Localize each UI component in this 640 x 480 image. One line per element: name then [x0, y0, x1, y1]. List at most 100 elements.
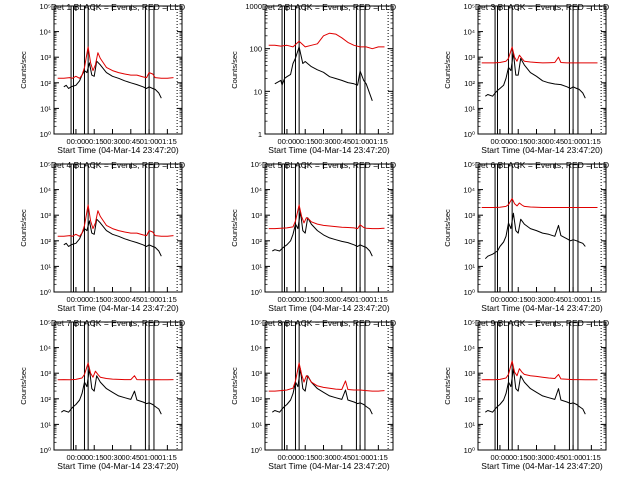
- y-tick-label: 10³: [40, 53, 51, 62]
- y-tick-label: 10¹: [464, 420, 475, 429]
- panel-title: Det 1 BLACK = Events, RED = LLD: [51, 2, 185, 12]
- y-tick-label: 10³: [251, 211, 262, 220]
- x-tick-label: 00:00: [491, 295, 510, 304]
- x-tick-label: 00:00: [278, 137, 297, 146]
- plot-frame: [53, 163, 183, 293]
- y-tick-label: 10⁴: [463, 28, 475, 37]
- y-tick-label: 10⁵: [464, 160, 475, 169]
- x-tick-label: 00:45: [332, 295, 351, 304]
- panel-1: Det 1 BLACK = Events, RED = LLD 10⁰ 10¹ 10²…: [19, 2, 185, 155]
- panel-title: Det 5 BLACK = Events, RED = LLD: [262, 160, 396, 170]
- x-tick-label: 00:00: [67, 137, 86, 146]
- x-tick-label: 00:30: [527, 453, 546, 462]
- x-tick-label: 01:15: [369, 137, 388, 146]
- x-tick-label: 00:15: [296, 453, 315, 462]
- events-series-line: [63, 218, 162, 257]
- y-tick-label: 10⁵: [464, 318, 475, 327]
- y-axis-label: Counts/sec: [443, 367, 452, 405]
- y-axis-label: Counts/sec: [19, 51, 28, 89]
- y-tick-label: 10²: [464, 395, 475, 404]
- x-tick-label: 00:30: [103, 137, 122, 146]
- y-tick-label: 10⁵: [251, 318, 262, 327]
- x-tick-label: 00:15: [296, 137, 315, 146]
- x-tick-label: 01:00: [564, 295, 583, 304]
- y-axis-label: Counts/sec: [19, 209, 28, 247]
- x-tick-label: 01:00: [140, 453, 159, 462]
- y-tick-label: 10⁰: [251, 446, 262, 455]
- y-tick-label: 10⁵: [251, 160, 262, 169]
- y-tick-label: 10⁵: [40, 160, 51, 169]
- x-tick-label: 00:45: [545, 295, 564, 304]
- x-tick-label: 01:15: [158, 453, 177, 462]
- plot-frame: [477, 5, 607, 135]
- lld-series-line: [57, 204, 174, 237]
- y-tick-label: 1: [258, 130, 262, 139]
- events-series-line: [485, 52, 586, 99]
- y-tick-label: 10⁴: [463, 344, 475, 353]
- x-tick-label: 00:15: [509, 137, 528, 146]
- y-tick-label: 100: [249, 45, 262, 54]
- y-tick-label: 10⁵: [464, 2, 475, 11]
- x-tick-label: 00:30: [527, 295, 546, 304]
- x-axis-label: Start Time (04-Mar-14 23:47:20): [57, 145, 179, 155]
- y-tick-label: 10²: [40, 79, 51, 88]
- x-axis-label: Start Time (04-Mar-14 23:47:20): [57, 303, 179, 313]
- x-axis-label: Start Time (04-Mar-14 23:47:20): [268, 145, 390, 155]
- y-tick-label: 10⁴: [250, 344, 262, 353]
- panel-title: Det 2 BLACK = Events, RED = LLD: [262, 2, 396, 12]
- y-tick-label: 10⁰: [251, 288, 262, 297]
- events-series-line: [63, 60, 162, 99]
- panel-9: Det 9 BLACK = Events, RED = LLD 10⁰ 10¹ 10²…: [443, 318, 609, 471]
- panel-2: Det 2 BLACK = Events, RED = LLD 1 10 100 100…: [230, 2, 396, 155]
- x-tick-label: 00:00: [278, 453, 297, 462]
- plot-frame: [264, 321, 394, 451]
- x-tick-label: 00:30: [103, 295, 122, 304]
- x-tick-label: 00:00: [491, 137, 510, 146]
- y-tick-label: 10¹: [464, 104, 475, 113]
- y-tick-label: 10⁴: [39, 186, 51, 195]
- y-axis-label: Counts/sec: [230, 209, 239, 247]
- x-tick-label: 01:15: [582, 137, 601, 146]
- y-axis-label: Counts/sec: [230, 51, 239, 89]
- y-tick-label: 10³: [464, 369, 475, 378]
- plot-frame: [53, 5, 183, 135]
- plot-frame: [264, 5, 394, 135]
- x-tick-label: 00:00: [67, 295, 86, 304]
- y-axis-label: Counts/sec: [230, 367, 239, 405]
- x-tick-label: 00:45: [545, 453, 564, 462]
- y-tick-label: 10⁰: [464, 446, 475, 455]
- plot-frame: [477, 163, 607, 293]
- x-tick-label: 00:00: [67, 453, 86, 462]
- x-axis-label: Start Time (04-Mar-14 23:47:20): [481, 145, 603, 155]
- y-tick-label: 10³: [251, 369, 262, 378]
- panel-5: Det 5 BLACK = Events, RED = LLD 10⁰ 10¹ 10²…: [230, 160, 396, 313]
- events-series-line: [484, 212, 586, 260]
- panel-4: Det 4 BLACK = Events, RED = LLD 10⁰ 10¹ 10²…: [19, 160, 185, 313]
- panel-title: Det 7 BLACK = Events, RED = LLD: [51, 318, 185, 328]
- x-axis-label: Start Time (04-Mar-14 23:47:20): [481, 303, 603, 313]
- y-tick-label: 10³: [40, 369, 51, 378]
- y-axis-label: Counts/sec: [19, 367, 28, 405]
- y-tick-label: 10¹: [251, 420, 262, 429]
- x-tick-label: 00:45: [121, 295, 140, 304]
- y-tick-label: 10²: [251, 395, 262, 404]
- x-tick-label: 01:15: [582, 453, 601, 462]
- x-tick-label: 01:00: [351, 453, 370, 462]
- y-tick-label: 10: [254, 87, 262, 96]
- events-series-line: [272, 211, 373, 257]
- events-series-line: [485, 368, 586, 415]
- y-tick-label: 10¹: [40, 262, 51, 271]
- y-tick-label: 10²: [251, 237, 262, 246]
- x-tick-label: 00:15: [509, 453, 528, 462]
- x-tick-label: 01:00: [351, 295, 370, 304]
- y-tick-label: 10²: [464, 79, 475, 88]
- panel-3: Det 3 BLACK = Events, RED = LLD 10⁰ 10¹ 10²…: [443, 2, 609, 155]
- x-tick-label: 00:30: [314, 295, 333, 304]
- x-tick-label: 00:45: [121, 137, 140, 146]
- panel-8: Det 8 BLACK = Events, RED = LLD 10⁰ 10¹ 10²…: [230, 318, 396, 471]
- lld-series-line: [268, 362, 385, 392]
- x-tick-label: 00:00: [491, 453, 510, 462]
- x-axis-label: Start Time (04-Mar-14 23:47:20): [57, 461, 179, 471]
- events-series-line: [272, 368, 373, 415]
